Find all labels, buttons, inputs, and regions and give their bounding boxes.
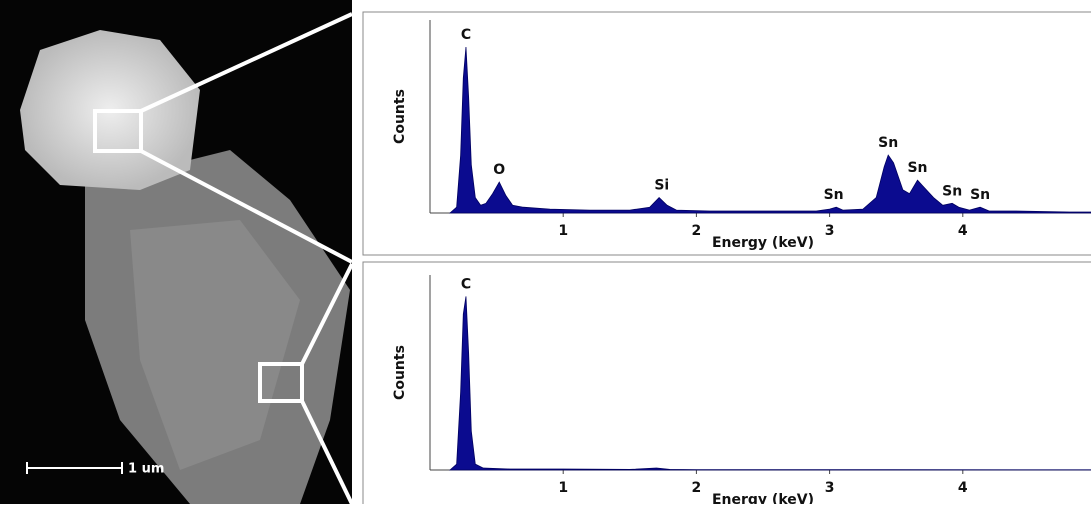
x-tick-label: 3 [825, 223, 835, 239]
x-tick-label: 1 [558, 223, 568, 239]
peak-label: Sn [970, 187, 990, 203]
spectrum-area [448, 296, 1091, 471]
peak-label: Sn [824, 187, 844, 203]
x-axis-label: Energy (keV) [712, 235, 814, 251]
peak-label: Sn [878, 135, 898, 151]
x-tick-label: 4 [958, 223, 968, 239]
peak-label: Sn [907, 160, 927, 176]
panel-frame [362, 261, 1091, 508]
stem-image: 1 um [0, 0, 354, 505]
peak-label: Sn [942, 183, 962, 199]
peak-label: C [461, 27, 471, 43]
x-tick-label: 3 [825, 480, 835, 496]
scale-label: 1 um [128, 462, 164, 477]
spectrum-area [448, 46, 1091, 214]
x-tick-label: 1 [558, 480, 568, 496]
y-axis-label: Counts [392, 89, 408, 144]
peak-label: Si [654, 178, 669, 194]
x-tick-label: 2 [692, 223, 702, 239]
x-axis-label: Energy (keV) [712, 492, 814, 504]
y-axis-label: Counts [392, 345, 408, 400]
peak-label: C [461, 276, 471, 292]
peak-label: O [493, 162, 505, 178]
x-tick-label: 4 [958, 480, 968, 496]
panel-frame [362, 11, 1091, 256]
x-tick-label: 2 [692, 480, 702, 496]
